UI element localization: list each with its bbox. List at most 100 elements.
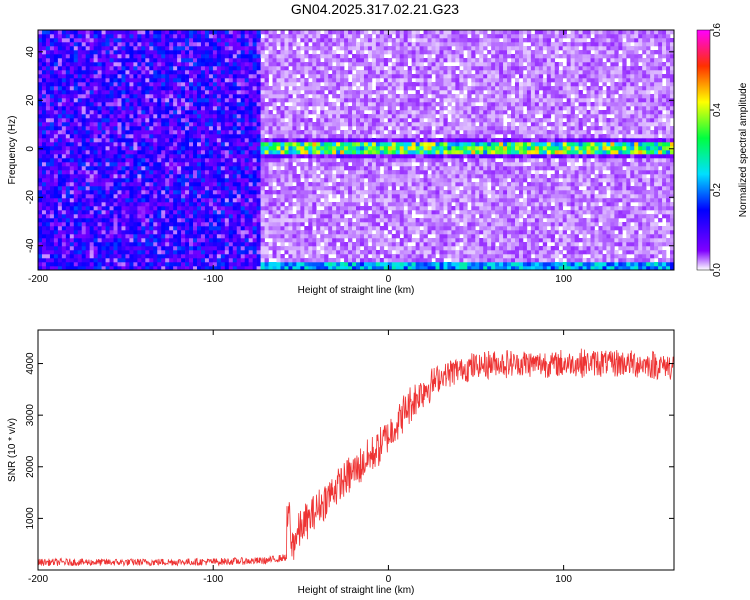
spectrogram-cell <box>121 166 126 171</box>
spectrogram-cell <box>89 134 94 139</box>
spectrogram-cell <box>284 90 289 95</box>
spectrogram-cell <box>133 198 138 203</box>
spectrogram-cell <box>165 82 170 87</box>
spectrogram-cell <box>65 110 71 115</box>
spectrogram-cell <box>284 78 289 83</box>
spectrogram-cell <box>89 38 94 43</box>
spectrogram-cell <box>53 106 59 111</box>
spectrogram-cell <box>157 134 162 139</box>
spectrogram-cell <box>208 110 214 115</box>
spectrogram-cell <box>157 234 162 239</box>
spectrogram-cell <box>129 186 134 191</box>
spectrogram-cell <box>363 78 369 83</box>
spectrogram-cell <box>157 130 162 135</box>
spectrogram-cell <box>200 142 206 147</box>
spectrogram-cell <box>153 250 158 255</box>
spectrogram-cell <box>216 186 222 191</box>
spectrogram-cell <box>252 70 257 75</box>
spectrogram-cell <box>145 230 150 235</box>
spectrogram-cell <box>363 46 369 51</box>
spectrogram-cell <box>69 142 75 147</box>
spectrogram-cell <box>137 34 142 39</box>
spectrogram-cell <box>161 138 166 143</box>
spectrogram-cell <box>316 222 321 227</box>
spectrogram-cell <box>352 230 357 235</box>
spectrogram-cell <box>165 210 170 215</box>
spectrogram-cell <box>173 118 178 123</box>
spectrogram-cell <box>105 258 110 263</box>
spectrogram-cell <box>38 54 43 59</box>
spectrogram-cell <box>157 78 162 83</box>
spectrogram-cell <box>356 90 361 95</box>
spectrogram-cell <box>61 78 67 83</box>
spectrogram-cell <box>244 158 249 163</box>
spectrogram-cell <box>336 238 341 243</box>
spectrogram-cell <box>73 114 79 119</box>
spectrogram-cell <box>352 154 357 159</box>
spectrogram-cell <box>121 82 126 87</box>
spectrogram-cell <box>371 130 377 135</box>
spectrogram-cell <box>236 174 242 179</box>
spectrogram-cell <box>292 218 297 223</box>
spectrogram-cell <box>149 266 154 270</box>
spectrogram-cell <box>41 234 47 239</box>
spectrogram-cell <box>161 154 166 159</box>
spectrogram-cell <box>268 142 273 147</box>
spectrogram-cell <box>292 222 297 227</box>
spectrogram-cell <box>328 86 333 91</box>
spectrogram-cell <box>352 38 357 43</box>
spectrogram-cell <box>121 78 126 83</box>
spectrogram-cell <box>145 78 150 83</box>
spectrogram-cell <box>133 102 138 107</box>
spectrogram-cell <box>117 206 122 211</box>
spectrogram-cell <box>344 190 349 195</box>
spectrogram-cell <box>371 106 377 111</box>
spectrogram-cell <box>145 234 150 239</box>
spectrogram-cell <box>161 166 166 171</box>
spectrogram-cell <box>316 194 321 199</box>
spectrogram-cell <box>375 250 381 255</box>
spectrogram-cell <box>256 122 261 127</box>
spectrogram-cell <box>85 134 90 139</box>
spectrogram-cell <box>204 174 210 179</box>
spectrogram-cell <box>157 102 162 107</box>
spectrogram-cell <box>256 218 261 223</box>
spectrogram-cell <box>77 46 83 51</box>
spectrogram-cell <box>157 82 162 87</box>
spectrogram-cell <box>224 254 230 259</box>
spectrogram-cell <box>288 230 293 235</box>
spectrogram-cell <box>169 158 174 163</box>
spectrogram-cell <box>363 254 369 259</box>
spectrogram-cell <box>268 34 273 39</box>
spectrogram-cell <box>113 266 118 270</box>
spectrogram-cell <box>268 70 273 75</box>
spectrogram-cell <box>312 242 317 247</box>
spectrogram-cell <box>276 214 281 219</box>
spectrogram-cell <box>248 194 253 199</box>
spectrogram-cell <box>89 238 94 243</box>
spectrogram-cell <box>189 106 194 111</box>
spectrogram-cell <box>161 54 166 59</box>
spectrogram-cell <box>113 34 118 39</box>
spectrogram-cell <box>375 158 381 163</box>
spectrogram-cell <box>276 94 281 99</box>
spectrogram-cell <box>125 214 130 219</box>
spectrogram-cell <box>177 238 182 243</box>
spectrogram-cell <box>288 238 293 243</box>
spectrogram-cell <box>133 154 138 159</box>
spectrogram-cell <box>292 50 297 55</box>
spectrogram-cell <box>224 86 230 91</box>
spectrogram-cell <box>375 86 381 91</box>
spectrogram-cell <box>141 78 146 83</box>
spectrogram-cell <box>292 226 297 231</box>
spectrogram-cell <box>272 142 277 147</box>
spectrogram-cell <box>165 262 170 267</box>
spectrogram-cell <box>256 42 261 47</box>
spectrogram-cell <box>344 46 349 51</box>
spectrogram-cell <box>173 146 178 151</box>
spectrogram-cell <box>53 130 59 135</box>
spectrogram-cell <box>149 58 154 63</box>
spectrogram-cell <box>367 102 373 107</box>
spectrogram-cell <box>181 74 186 79</box>
spectrogram-cell <box>38 258 43 263</box>
